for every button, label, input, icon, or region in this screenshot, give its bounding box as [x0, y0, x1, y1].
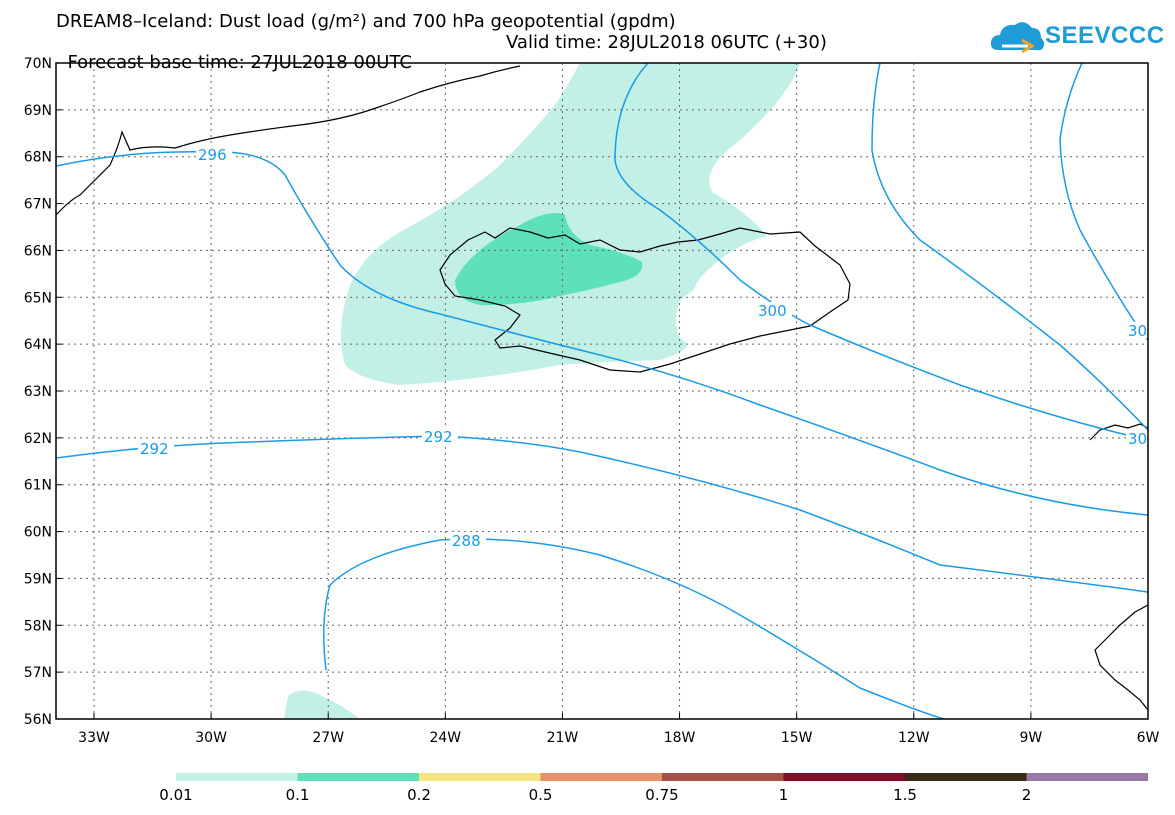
lat-label: 56N — [24, 712, 52, 728]
lat-label: 67N — [24, 197, 52, 213]
color-legend: 0.01 0.1 0.2 0.5 0.75 1 1.5 2 — [159, 773, 1148, 804]
lon-label: 33W — [78, 730, 110, 746]
legend-swatch — [905, 773, 1027, 781]
lon-label: 6W — [1137, 730, 1160, 746]
dust-area-0.01 — [284, 690, 360, 719]
legend-swatch — [419, 773, 541, 781]
contour-label: 30 — [1128, 430, 1147, 448]
legend-label: 0.2 — [407, 786, 431, 804]
lat-label: 66N — [24, 243, 52, 259]
geopotential-contours — [56, 63, 1148, 719]
contour-label: 300 — [758, 302, 787, 320]
legend-label: 1 — [779, 786, 789, 804]
logo-text: SEEVCCC — [1045, 22, 1165, 49]
lat-label: 59N — [24, 571, 52, 587]
legend-swatch — [297, 773, 419, 781]
lat-label: 70N — [24, 56, 52, 72]
lat-label: 63N — [24, 384, 52, 400]
cloud-logo-icon — [990, 22, 1045, 54]
legend-swatch — [783, 773, 905, 781]
lat-label: 64N — [24, 337, 52, 353]
legend-swatch — [1026, 773, 1148, 781]
lon-label: 12W — [898, 730, 930, 746]
contour-label: 296 — [198, 146, 227, 164]
lat-label: 60N — [24, 525, 52, 541]
legend-label: 2 — [1022, 786, 1032, 804]
legend-label: 1.5 — [893, 786, 917, 804]
legend-label: 0.75 — [645, 786, 678, 804]
lon-label: 30W — [195, 730, 227, 746]
dust-area-0.01 — [341, 63, 800, 385]
contour-label: 292 — [424, 428, 453, 446]
valid-time: Valid time: 28JUL2018 06UTC (+30) — [506, 32, 827, 53]
lon-label: 21W — [547, 730, 579, 746]
longitude-axis: 33W 30W 27W 24W 21W 18W 15W 12W 9W 6W — [78, 713, 1160, 746]
lat-label: 61N — [24, 478, 52, 494]
contour-label: 292 — [140, 440, 169, 458]
legend-label: 0.1 — [286, 786, 310, 804]
coastline — [56, 65, 1148, 711]
lat-label: 57N — [24, 665, 52, 681]
lat-label: 68N — [24, 150, 52, 166]
lon-label: 24W — [429, 730, 461, 746]
legend-swatch — [540, 773, 662, 781]
lon-label: 9W — [1020, 730, 1043, 746]
lat-label: 58N — [24, 618, 52, 634]
legend-swatch — [662, 773, 784, 781]
lat-label: 69N — [24, 103, 52, 119]
contour-labels: 296 300 30 30 292 292 288 — [138, 146, 1148, 550]
lat-label: 62N — [24, 431, 52, 447]
legend-swatch — [176, 773, 298, 781]
lon-label: 15W — [781, 730, 813, 746]
legend-label: 0.5 — [529, 786, 553, 804]
dust-area-0.1 — [455, 212, 643, 306]
legend-label: 0.01 — [159, 786, 192, 804]
latitude-axis: 70N 69N 68N 67N 66N 65N 64N 63N 62N 61N 60N 59N 58N 5… — [24, 56, 62, 728]
gridlines — [56, 63, 1148, 719]
contour-label: 288 — [452, 532, 481, 550]
contour-label: 30 — [1128, 322, 1147, 340]
lon-label: 18W — [664, 730, 696, 746]
lon-label: 27W — [312, 730, 344, 746]
lat-label: 65N — [24, 290, 52, 306]
map-title: DREAM8–Iceland: Dust load (g/m²) and 700… — [56, 11, 676, 32]
